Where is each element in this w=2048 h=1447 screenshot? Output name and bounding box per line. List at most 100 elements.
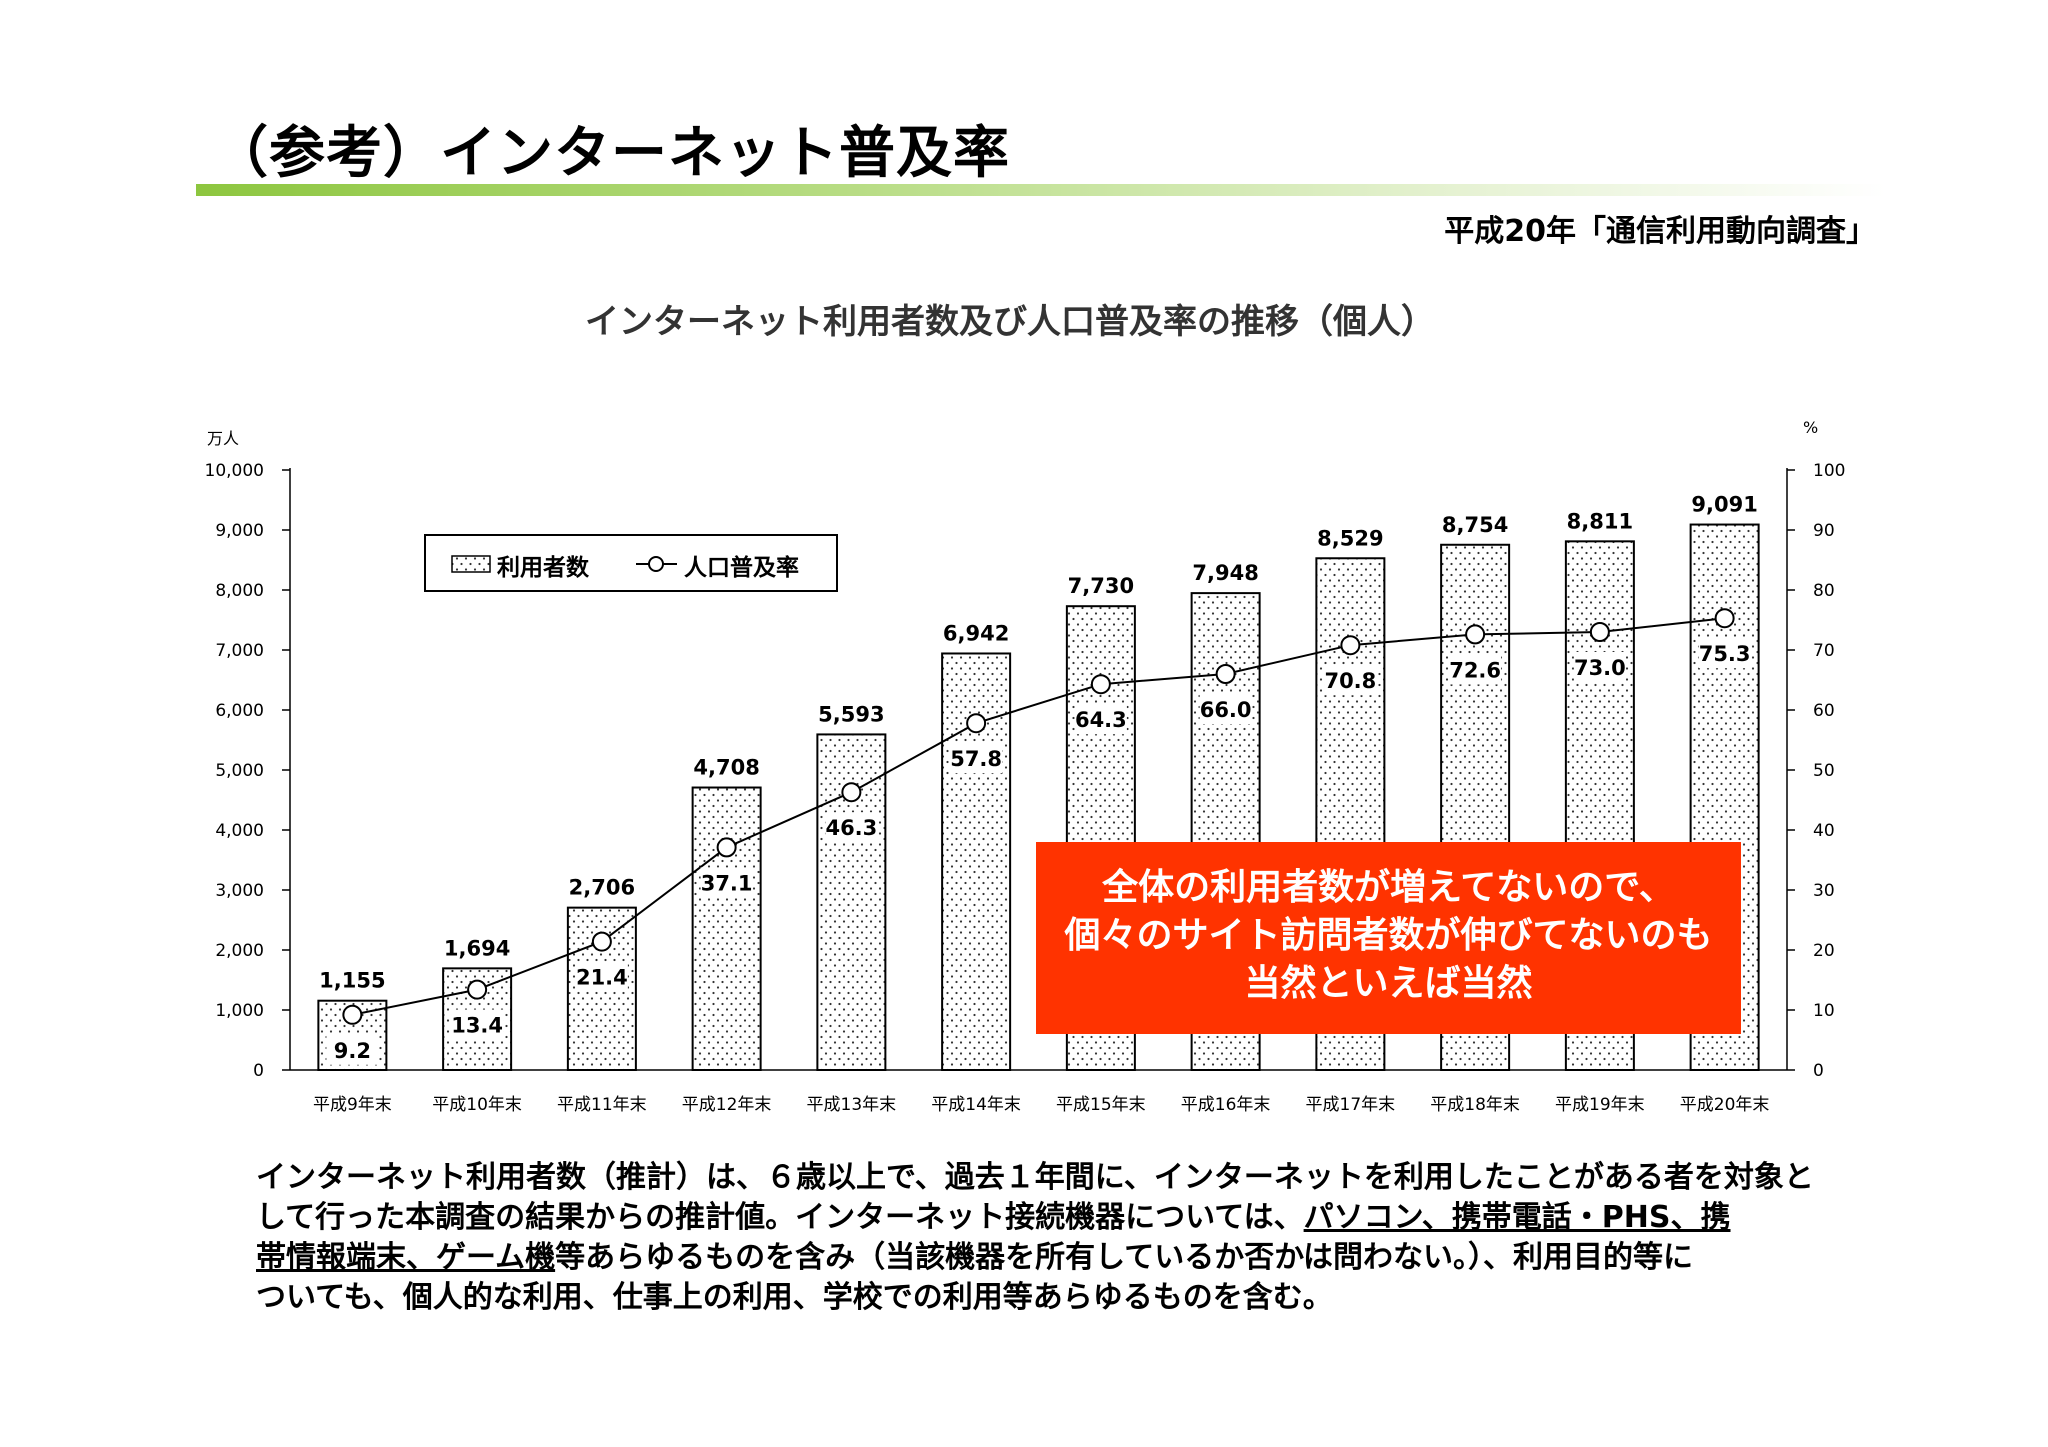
left-tick-label: 3,000 [215, 881, 264, 901]
x-tick-label: 平成12年末 [682, 1095, 772, 1115]
x-tick-label: 平成20年末 [1680, 1095, 1770, 1115]
legend-line-marker [648, 556, 664, 572]
rate-label-bg [700, 867, 753, 898]
legend-bar-swatch [451, 555, 491, 573]
right-tick-label: 20 [1813, 941, 1835, 961]
bar-value-label: 9,091 [1691, 493, 1757, 517]
rate-label-bg [1199, 694, 1252, 724]
rate-label-bg [1324, 665, 1377, 696]
rate-value-label: 70.8 [1324, 669, 1376, 693]
x-tick-label: 平成18年末 [1430, 1095, 1520, 1115]
footnote-line-2-text: して行った本調査の結果からの推計値。インターネット接続機器については、 [256, 1200, 1304, 1235]
bar-value-label: 5,593 [818, 702, 884, 726]
bar [691, 786, 762, 1072]
bar-value-label: 2,706 [569, 876, 635, 900]
right-tick-label: 100 [1813, 461, 1845, 481]
rate-value-label: 13.4 [451, 1014, 503, 1038]
right-tick-label: 50 [1813, 761, 1835, 781]
x-tick-label: 平成15年末 [1056, 1095, 1146, 1115]
left-tick-label: 7,000 [215, 641, 264, 661]
bar-value-label: 8,529 [1317, 526, 1383, 550]
chart-title: インターネット利用者数及び人口普及率の推移（個人） [585, 302, 1435, 342]
rate-value-label: 73.0 [1574, 656, 1626, 680]
rate-point [591, 931, 612, 952]
callout-line-2: 個々のサイト訪問者数が伸びてないのも [1064, 915, 1713, 956]
rate-label-bg [1573, 652, 1626, 682]
x-tick-label: 平成14年末 [931, 1095, 1021, 1115]
x-tick-label: 平成10年末 [432, 1095, 522, 1115]
rate-point [1090, 674, 1111, 695]
right-tick-label: 80 [1813, 581, 1835, 601]
x-tick-label: 平成19年末 [1555, 1095, 1645, 1115]
left-tick-label: 0 [253, 1061, 264, 1081]
rate-point [467, 979, 488, 1000]
title-underline-bar [196, 184, 1886, 196]
rate-point [1340, 635, 1361, 656]
rate-point [1589, 622, 1610, 642]
left-tick-label: 9,000 [215, 521, 264, 541]
rate-label-bg [825, 812, 878, 843]
footnote-line-3-text: 等あらゆるものを含み（当該機器を所有しているか否かは問わない。）、利用目的等に [555, 1240, 1694, 1275]
bar-value-label: 7,730 [1068, 574, 1134, 598]
legend-bar-label: 利用者数 [497, 555, 590, 581]
left-tick-label: 8,000 [215, 581, 264, 601]
bar-value-label: 4,708 [693, 756, 759, 780]
rate-line-path [352, 617, 1725, 1016]
rate-point [966, 713, 987, 734]
x-tick-label: 平成16年末 [1181, 1095, 1271, 1115]
x-tick-label: 平成17年末 [1306, 1095, 1396, 1115]
bar-value-label: 6,942 [943, 621, 1009, 645]
rate-label-bg [575, 961, 628, 992]
callout-line-3: 当然といえば当然 [1244, 963, 1533, 1004]
footnote-line-1: インターネット利用者数（推計）は、６歳以上で、過去１年間に、インターネットを利用… [256, 1160, 1814, 1195]
rate-point [1714, 608, 1735, 629]
rate-value-label: 9.2 [334, 1039, 371, 1063]
rate-value-label: 72.6 [1449, 658, 1501, 682]
right-axis-unit: % [1803, 418, 1818, 437]
right-tick-label: 0 [1813, 1061, 1824, 1081]
legend: 利用者数 人口普及率 [424, 534, 838, 592]
rate-label-bg [1449, 654, 1502, 685]
rate-value-label: 21.4 [576, 966, 628, 990]
footnote-line-4: ついても、個人的な利用、仕事上の利用、学校での利用等あらゆるものを含む。 [256, 1280, 1333, 1315]
rate-point [342, 1004, 363, 1025]
rate-point [1465, 624, 1486, 645]
bar-value-label: 8,811 [1567, 509, 1633, 533]
rate-point [841, 782, 862, 803]
left-tick-label: 10,000 [205, 461, 264, 481]
rate-value-label: 46.3 [825, 816, 877, 840]
bar-value-label: 7,948 [1192, 561, 1258, 585]
x-tick-label: 平成11年末 [557, 1095, 647, 1115]
rate-value-label: 57.8 [950, 747, 1002, 771]
right-tick-label: 90 [1813, 521, 1835, 541]
rate-value-label: 66.0 [1200, 698, 1252, 722]
rate-label-bg [1698, 638, 1751, 669]
footnote: インターネット利用者数（推計）は、６歳以上で、過去１年間に、インターネットを利用… [256, 1158, 1816, 1318]
source-citation: 平成20年「通信利用動向調査」 [1444, 214, 1876, 249]
bar-value-label: 1,694 [444, 936, 510, 960]
legend-frame [424, 534, 838, 592]
x-tick-label: 平成13年末 [807, 1095, 897, 1115]
bar-value-label: 1,155 [319, 969, 385, 993]
footnote-line-2-underlined: パソコン、携帯電話・PHS、携 [1303, 1200, 1731, 1235]
callout-line-1: 全体の利用者数が増えてないので、 [1102, 867, 1675, 908]
right-tick-label: 10 [1813, 1001, 1835, 1021]
x-tick-label: 平成9年末 [313, 1095, 392, 1115]
right-tick-label: 40 [1813, 821, 1835, 841]
footnote-line-2: して行った本調査の結果からの推計値。インターネット接続機器については、パソコン、… [256, 1198, 1816, 1238]
footnote-line-3-underlined: 帯情報端末、ゲーム機 [256, 1240, 556, 1275]
left-tick-label: 1,000 [215, 1001, 264, 1021]
footnote-line-3: 帯情報端末、ゲーム機等あらゆるものを含み（当該機器を所有しているか否かは問わない… [256, 1238, 1816, 1278]
rate-label-bg [451, 1009, 504, 1040]
rate-value-label: 37.1 [701, 871, 753, 895]
rate-point [1215, 664, 1236, 684]
slide-title: （参考）インターネット普及率 [212, 121, 1010, 186]
bar-value-label: 8,754 [1442, 513, 1508, 537]
rate-label-bg [950, 743, 1003, 774]
rate-label-bg [326, 1034, 379, 1065]
right-tick-label: 60 [1813, 701, 1835, 721]
rate-value-label: 75.3 [1699, 642, 1751, 666]
rate-label-bg [1074, 704, 1127, 735]
right-tick-label: 30 [1813, 881, 1835, 901]
left-tick-label: 4,000 [215, 821, 264, 841]
